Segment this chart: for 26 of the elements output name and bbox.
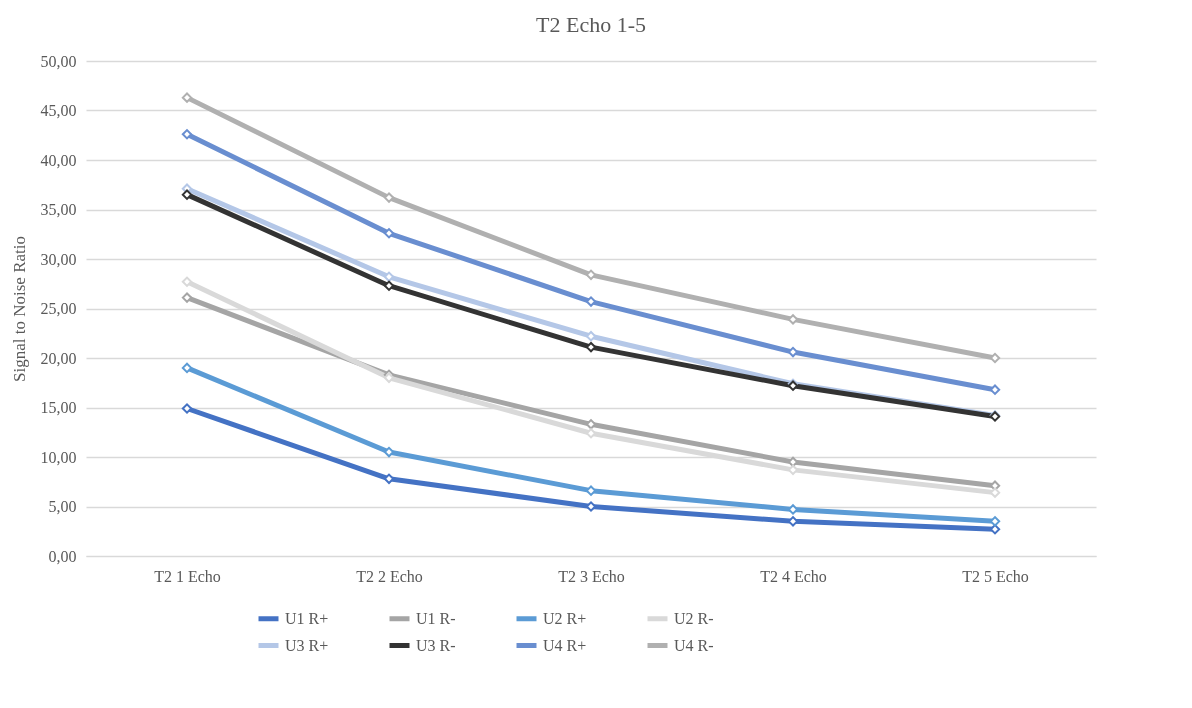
x-tick-label: T2 1 Echo	[154, 567, 221, 585]
y-tick-label: 30,00	[40, 250, 77, 268]
legend-label: U3 R+	[285, 636, 329, 654]
y-axis-title: Signal to Noise Ratio	[9, 236, 29, 382]
legend-label: U1 R-	[416, 609, 456, 627]
x-tick-label: T2 2 Echo	[356, 567, 423, 585]
legend-label: U4 R+	[543, 636, 587, 654]
legend-label: U4 R-	[674, 636, 714, 654]
x-tick-label: T2 4 Echo	[760, 567, 827, 585]
legend-label: U2 R+	[543, 609, 587, 627]
y-tick-label: 5,00	[48, 498, 77, 515]
chart-title: T2 Echo 1-5	[536, 12, 646, 37]
y-tick-label: 40,00	[40, 151, 77, 169]
y-tick-label: 50,00	[40, 52, 77, 70]
y-tick-label: 0,00	[48, 547, 77, 565]
y-tick-label: 20,00	[40, 349, 77, 367]
x-tick-label: T2 5 Echo	[962, 567, 1029, 585]
legend-label: U1 R+	[285, 609, 329, 627]
x-tick-label: T2 3 Echo	[558, 567, 625, 585]
legend-label: U2 R-	[674, 609, 714, 627]
legend-label: U3 R-	[416, 636, 456, 654]
y-tick-label: 25,00	[40, 300, 77, 317]
y-tick-label: 45,00	[40, 102, 77, 119]
y-tick-label: 10,00	[40, 448, 77, 466]
y-tick-label: 35,00	[40, 201, 77, 218]
y-tick-label: 15,00	[40, 399, 77, 416]
